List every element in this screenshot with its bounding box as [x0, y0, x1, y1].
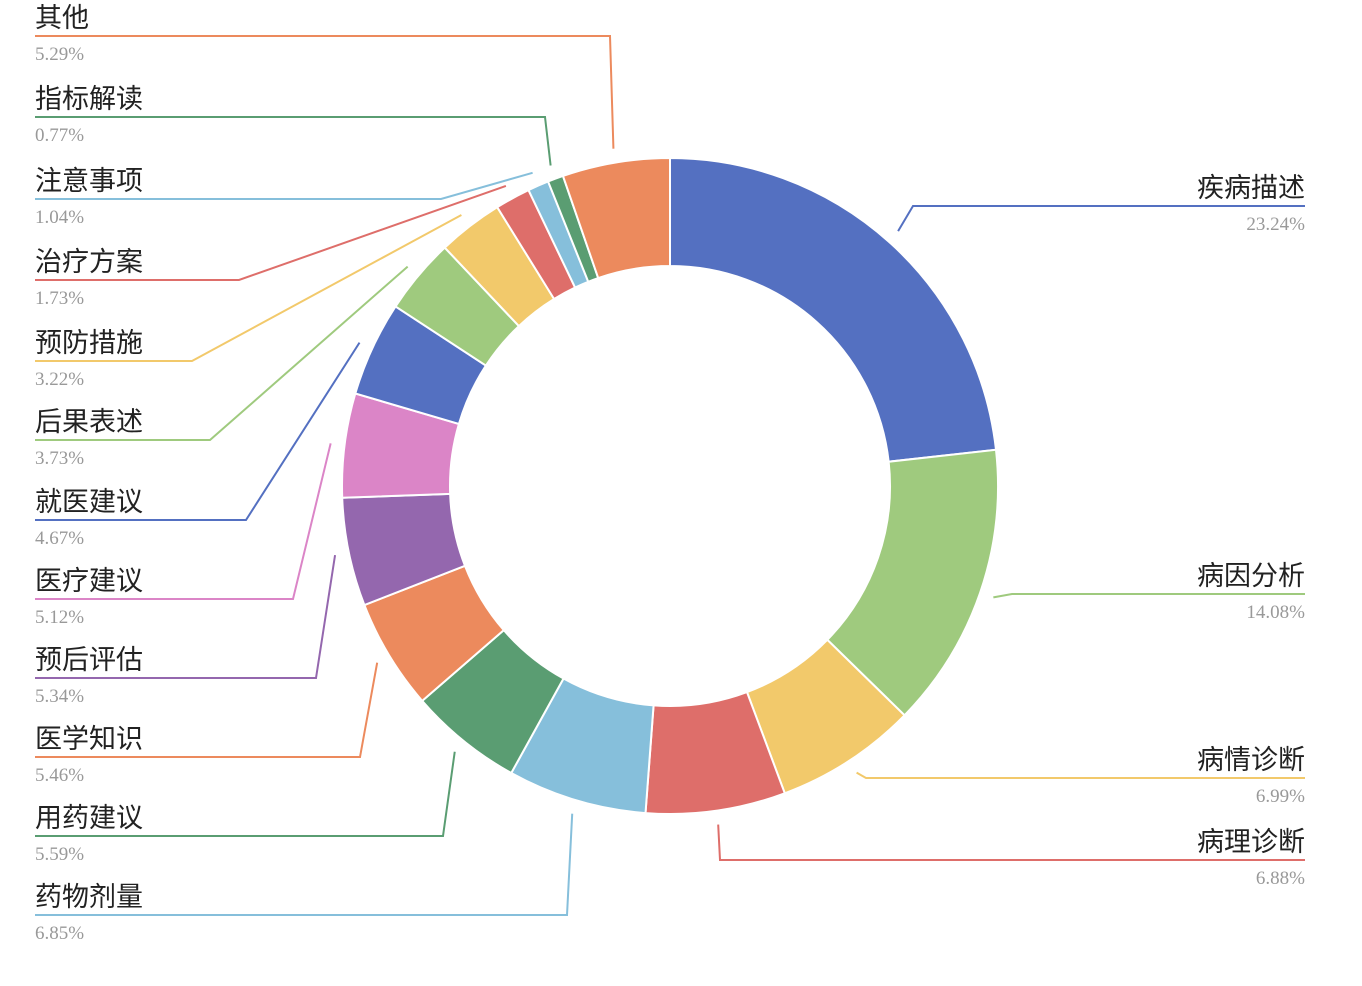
slice-percent-2: 6.99%: [1255, 786, 1305, 807]
slice-percent-9: 4.67%: [35, 528, 85, 549]
leader-line-2: [856, 771, 1305, 779]
leader-line-14: [35, 116, 552, 166]
leader-line-4: [35, 813, 574, 916]
slice-label-0: 疾病描述: [1197, 173, 1305, 204]
slice-percent-11: 3.22%: [35, 369, 85, 390]
slice-percent-0: 23.24%: [1246, 214, 1305, 235]
slice-percent-13: 1.04%: [35, 207, 85, 228]
slice-label-10: 后果表述: [35, 407, 143, 438]
slice-label-8: 医疗建议: [35, 566, 143, 597]
leader-line-1: [993, 593, 1305, 599]
slice-label-9: 就医建议: [35, 487, 143, 518]
leader-line-5: [35, 751, 456, 837]
slice-label-2: 病情诊断: [1197, 745, 1305, 776]
slice-label-3: 病理诊断: [1197, 827, 1305, 858]
slice-percent-4: 6.85%: [35, 923, 85, 944]
slice-label-15: 其他: [35, 3, 89, 34]
slice-label-13: 注意事项: [35, 166, 143, 197]
leader-line-3: [717, 824, 1305, 861]
leader-line-10: [35, 265, 409, 441]
slice-percent-15: 5.29%: [35, 44, 85, 65]
slice-percent-14: 0.77%: [35, 125, 85, 146]
leader-line-8: [35, 443, 332, 600]
slice-percent-3: 6.88%: [1255, 868, 1305, 889]
donut-slice-0: [669, 156, 998, 463]
slice-label-5: 用药建议: [35, 803, 143, 834]
slice-percent-5: 5.59%: [35, 844, 85, 865]
leader-line-15: [35, 35, 615, 149]
slice-percent-6: 5.46%: [35, 765, 85, 786]
slice-label-11: 预防措施: [35, 328, 143, 359]
slice-label-6: 医学知识: [35, 724, 143, 755]
slice-percent-7: 5.34%: [35, 686, 85, 707]
leader-line-7: [35, 554, 337, 679]
slice-label-7: 预后评估: [35, 645, 143, 676]
slice-label-1: 病因分析: [1197, 561, 1305, 592]
slice-percent-8: 5.12%: [35, 607, 85, 628]
slice-percent-10: 3.73%: [35, 448, 85, 469]
slice-label-12: 治疗方案: [35, 247, 143, 278]
leader-line-0: [897, 205, 1305, 232]
slice-percent-1: 14.08%: [1246, 602, 1305, 623]
leader-line-12: [35, 184, 507, 281]
leader-line-6: [35, 662, 379, 758]
slice-percent-12: 1.73%: [35, 288, 85, 309]
leader-line-9: [35, 342, 361, 521]
leader-line-11: [35, 214, 462, 362]
slice-label-4: 药物剂量: [35, 882, 143, 913]
slice-label-14: 指标解读: [35, 84, 143, 115]
donut-slice-15: [561, 156, 671, 280]
leader-line-13: [35, 171, 533, 200]
